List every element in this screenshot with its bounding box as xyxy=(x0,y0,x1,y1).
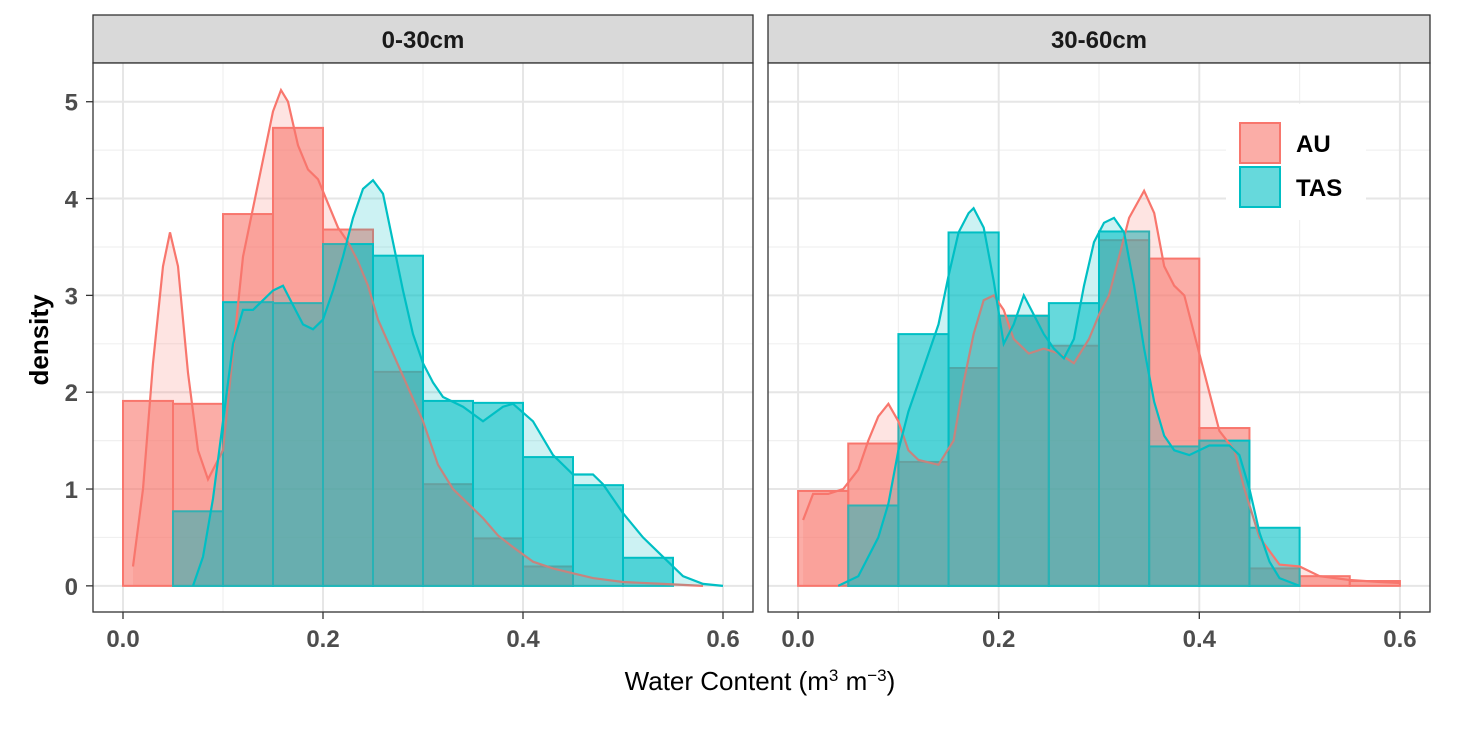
histogram-tas xyxy=(847,230,1301,587)
histogram-bar-tas xyxy=(422,399,474,587)
histogram-bar-tas xyxy=(997,314,1050,587)
histogram-tas xyxy=(172,243,674,587)
x-axis-title-part3: ) xyxy=(887,666,896,696)
facet-panel-2: 30-60cm 0.0 0.2 0.4 0.6 xyxy=(767,14,1431,653)
y-axis-title: density xyxy=(24,294,54,386)
y-tick-label: 5 xyxy=(65,90,78,117)
x-axis-title-part2: m xyxy=(838,666,867,696)
histogram-bar-tas xyxy=(1098,230,1151,587)
histogram-bar-tas xyxy=(522,456,574,587)
y-tick-label: 3 xyxy=(65,283,78,310)
x-tick-label: 0.2 xyxy=(982,626,1015,653)
x-axis-title-part1: Water Content (m xyxy=(625,666,829,696)
panel-border xyxy=(767,62,1431,613)
x-axis-title: Water Content (m3 m−3) xyxy=(625,666,896,697)
histogram-bar-tas xyxy=(372,254,424,587)
density-line-tas xyxy=(837,206,1300,587)
x-tick-label: 0.0 xyxy=(781,626,814,653)
x-tick-label: 0.4 xyxy=(1183,626,1217,653)
x-tick-label: 0.6 xyxy=(1383,626,1416,653)
y-tick-label: 4 xyxy=(65,187,79,214)
density-line-tas xyxy=(191,178,724,587)
x-tick-label: 0.6 xyxy=(706,626,739,653)
legend-item-tas: TAS xyxy=(1239,166,1342,208)
facet-strip-label: 0-30cm xyxy=(382,27,465,54)
y-tick-label: 0 xyxy=(65,574,78,601)
x-axis-title-sup1: 3 xyxy=(829,666,838,685)
legend-key-tas xyxy=(1239,166,1281,208)
x-tick-label: 0.4 xyxy=(506,626,540,653)
legend: AU TAS xyxy=(1226,104,1366,220)
density-area-tas xyxy=(193,180,723,586)
y-tick-label: 1 xyxy=(65,477,78,504)
facet-strip-label: 30-60cm xyxy=(1051,27,1147,54)
legend-item-au: AU xyxy=(1239,122,1331,164)
legend-label-au: AU xyxy=(1296,131,1331,158)
legend-label-tas: TAS xyxy=(1296,175,1342,202)
x-axis-title-sup2: −3 xyxy=(867,666,886,685)
y-tick-label: 2 xyxy=(65,380,78,407)
x-tick-label: 0.0 xyxy=(106,626,139,653)
facet-strip xyxy=(767,14,1431,64)
histogram-bar-tas xyxy=(222,301,274,587)
histogram-bar-tas xyxy=(1198,439,1251,587)
histogram-bar-tas xyxy=(272,302,324,587)
facet-panels: 0-30cm 0.0 0.2 0.4 0.6 0 1 2 3 4 5 30-60cm 0.0 0.2 0.4… xyxy=(65,14,1431,653)
density-area-au xyxy=(133,90,703,586)
histogram-bar-tas xyxy=(572,484,624,587)
x-tick-label: 0.2 xyxy=(306,626,339,653)
density-line-au xyxy=(131,87,704,587)
density-area-au xyxy=(803,190,1400,586)
density-line-au xyxy=(802,188,1400,585)
histogram-bar-tas xyxy=(947,231,1000,587)
legend-key-au xyxy=(1239,122,1281,164)
histogram-bar-tas xyxy=(1148,445,1201,587)
panel-border xyxy=(92,62,754,613)
histogram-bar-tas xyxy=(322,243,374,587)
histogram-bar-tas xyxy=(472,401,524,587)
histogram-bar-au xyxy=(797,489,850,587)
facet-panel-1: 0-30cm 0.0 0.2 0.4 0.6 0 1 2 3 4 5 xyxy=(65,14,754,653)
histogram-bar-tas xyxy=(622,556,674,587)
facet-strip xyxy=(92,14,754,64)
density-area-tas xyxy=(838,208,1300,586)
